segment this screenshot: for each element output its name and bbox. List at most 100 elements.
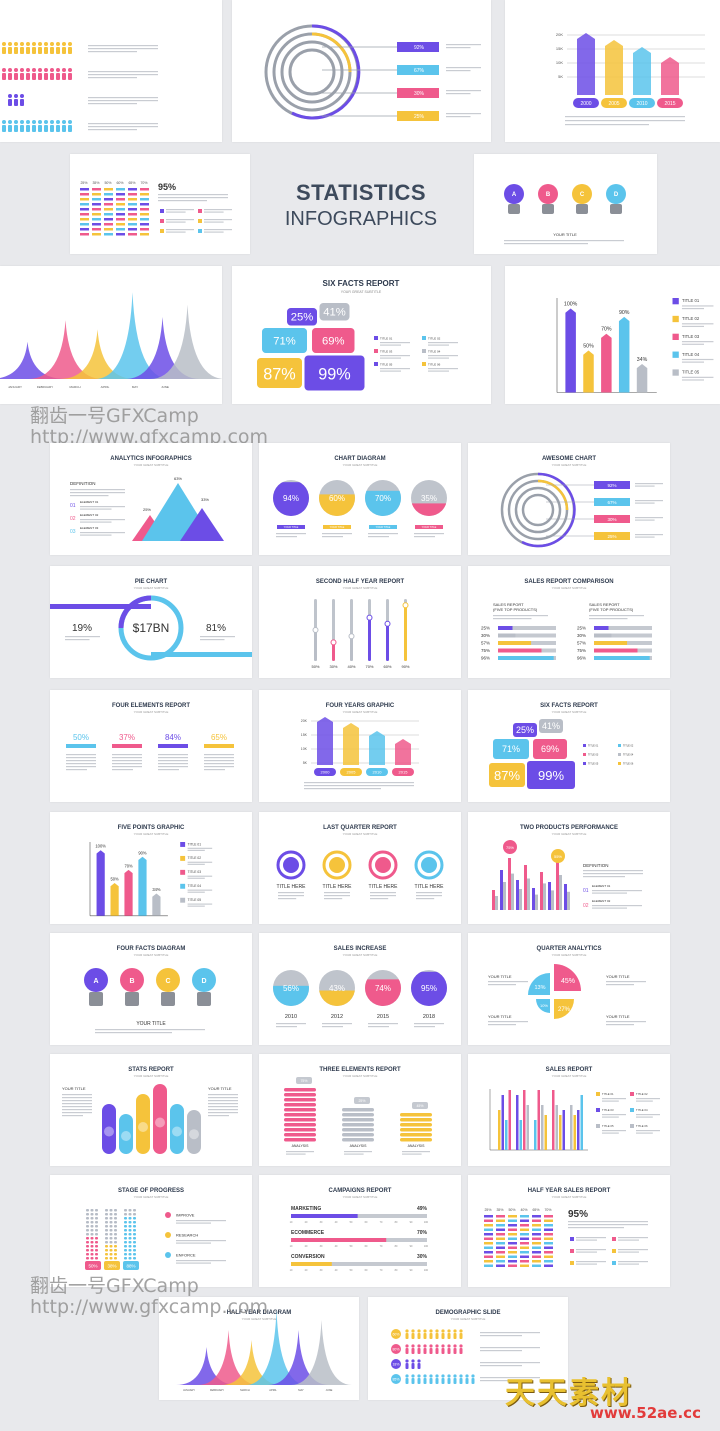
num: 02	[583, 903, 589, 909]
slide-awesome-chart[interactable]: AWESOME CHART YOUR GREAT SUBTITLE 92% 67% 30…	[468, 443, 670, 555]
slide-demographic-preview[interactable]	[0, 0, 222, 142]
year-pill	[392, 768, 414, 776]
sales-bar	[537, 1090, 540, 1150]
product-bar	[567, 891, 570, 910]
element-label: ELEMENT 01	[80, 500, 99, 504]
text-line	[592, 892, 627, 894]
person-icon	[453, 1378, 457, 1384]
text-line	[635, 534, 663, 536]
person-icon	[411, 1359, 415, 1363]
row-value: 96%	[577, 656, 586, 661]
person-icon	[423, 1348, 427, 1354]
table-cell	[140, 228, 149, 231]
person-icon	[2, 68, 6, 72]
text-line	[322, 1023, 352, 1025]
slide-five-points[interactable]: FIVE POINTS GRAPHIC YOUR GREAT SUBTITLE 10…	[50, 812, 252, 924]
product-bar	[535, 894, 538, 910]
slide-second-half[interactable]: SECOND HALF YEAR REPORT YOUR GREAT SUBTIT…	[259, 566, 461, 678]
legend-label: TITLE 02	[188, 856, 202, 860]
year-pill	[366, 768, 388, 776]
slide-sales-increase[interactable]: SALES INCREASE YOUR GREAT SUBTITLE 56% 2010…	[259, 933, 461, 1045]
text-line	[158, 200, 207, 202]
slide-four-facts-preview[interactable]: A B C D YOUR TITLE	[474, 154, 657, 254]
person-icon	[453, 1374, 457, 1378]
table-pct: 65%	[532, 1208, 539, 1212]
slide-stage-progress[interactable]: STAGE OF PROGRESS YOUR GREAT SUBTITLE 50% 3…	[50, 1175, 252, 1287]
slide-mountain-preview[interactable]: JANUARY FEBRUARY MARCH APRIL MAY JUNE	[0, 266, 222, 404]
text-line	[62, 1109, 92, 1111]
slide-pie-chart[interactable]: PIE CHART YOUR GREAT SUBTITLE 19% $17BN 81%	[50, 566, 252, 678]
slide-sales-comparison[interactable]: SALES REPORT COMPARISON YOUR GREAT SUBTIT…	[468, 566, 670, 678]
progress-dot	[133, 1225, 136, 1228]
month-label: MAY	[132, 385, 138, 389]
slide-chart-diagram[interactable]: CHART DIAGRAM YOUR GREAT SUBTITLE 94% YOUR …	[259, 443, 461, 555]
progress-dot	[124, 1245, 127, 1248]
slide-three-elements[interactable]: THREE ELEMENTS REPORT YOUR GREAT SUBTITLE…	[259, 1054, 461, 1166]
person-icon	[405, 1329, 409, 1333]
slide-four-years[interactable]: FOUR YEARS GRAPHIC YOUR GREAT SUBTITLE 20K…	[259, 690, 461, 802]
slide-campaigns[interactable]: CAMPAIGNS REPORT YOUR GREAT SUBTITLE MARKE…	[259, 1175, 461, 1287]
slide-two-products[interactable]: TWO PRODUCTS PERFORMANCE YOUR GREAT SUBTI…	[468, 812, 670, 924]
slide-quarter-analytics[interactable]: QUARTER ANALYTICS YOUR GREAT SUBTITLE 13% 4…	[468, 933, 670, 1045]
person-icon	[429, 1333, 433, 1339]
circle-fill	[411, 503, 447, 516]
slide-last-quarter[interactable]: LAST QUARTER REPORT YOUR GREAT SUBTITLE TI…	[259, 812, 461, 924]
progress-dot	[109, 1213, 113, 1216]
tick: 100	[424, 1221, 429, 1224]
person-icon	[20, 99, 24, 106]
person-icon	[8, 120, 12, 124]
row-value: 30%	[481, 633, 490, 638]
slide-ring-chart-preview[interactable]: 92% 67% 30% 25%	[232, 0, 491, 142]
point-bar	[583, 350, 594, 393]
slide-stats-report[interactable]: STATS REPORT YOUR GREAT SUBTITLE YOUR TITL…	[50, 1054, 252, 1166]
stack-bar	[342, 1128, 374, 1132]
row-track	[594, 626, 652, 630]
side-title: YOUR TITLE	[606, 1014, 630, 1019]
pin-label: 55%	[554, 854, 562, 859]
text-line	[480, 1332, 540, 1334]
progress-dot	[133, 1233, 136, 1236]
text-line	[606, 1024, 634, 1026]
slide-six-facts-preview[interactable]: SIX FACTS REPORT YOUR GREAT SUBTITLE 25% 41…	[232, 266, 491, 404]
person-icon	[32, 42, 36, 46]
slide-five-points-preview[interactable]: 100% 50% 70% 90% 34% TITLE 01 TITLE 02 TITLE 03…	[505, 266, 720, 404]
slide-table-preview[interactable]: 25% 35% 50% 60% 65% 70% 95%	[70, 154, 250, 254]
slide-subtitle: YOUR GREAT SUBTITLE	[343, 463, 378, 467]
legend-dot	[583, 753, 586, 756]
text-line	[592, 890, 642, 892]
progress-dot	[105, 1257, 108, 1260]
progress-dot	[114, 1229, 117, 1232]
legend-label: TITLE 04	[188, 884, 202, 888]
slide-half-year-diagram[interactable]: HALF YEAR DIAGRAM YOUR GREAT SUBTITLE JANU…	[159, 1297, 359, 1400]
stat-dot	[172, 1126, 182, 1137]
slide-six-facts[interactable]: SIX FACTS REPORT YOUR GREAT SUBTITLE 25% 41…	[468, 690, 670, 802]
text-line	[480, 1347, 540, 1349]
slide-sales-report[interactable]: SALES REPORT YOUR GREAT SUBTITLE TITLE 01 T…	[468, 1054, 670, 1166]
mountain-peak	[60, 329, 135, 379]
legend-dot	[618, 753, 621, 756]
person-icon	[2, 120, 6, 124]
slide-four-years-preview[interactable]: 20K 15K 10K 5K 2000 2005 2010 2015	[505, 0, 720, 142]
slide-demographic[interactable]: DEMOGRAPHIC SLIDE YOUR GREAT SUBTITLE 60% 8…	[368, 1297, 568, 1400]
slide-four-facts[interactable]: FOUR FACTS DIAGRAM YOUR GREAT SUBTITLE A B C…	[50, 933, 252, 1045]
quarter-slice	[536, 999, 550, 1013]
legend-label: TITLE 06	[636, 1124, 648, 1128]
year-bar	[577, 33, 595, 95]
stack-bar	[284, 1108, 316, 1112]
person-icon	[38, 120, 42, 124]
fact-bubble	[493, 739, 529, 759]
slide-four-elements[interactable]: FOUR ELEMENTS REPORT YOUR GREAT SUBTITLE 5…	[50, 690, 252, 802]
month-label: JANUARY	[183, 1388, 195, 1392]
point-bar	[124, 869, 133, 916]
table-cell	[544, 1246, 553, 1249]
table-cell	[544, 1228, 553, 1231]
person-icon	[435, 1378, 439, 1384]
year-label: 2005	[608, 101, 619, 107]
text-line	[187, 847, 213, 849]
person-icon	[435, 1333, 439, 1339]
person-icon	[32, 125, 36, 132]
slide-analytics[interactable]: ANALYTICS INFOGRAPHICS YOUR GREAT SUBTITL…	[50, 443, 252, 555]
slide-half-year-sales[interactable]: HALF YEAR SALES REPORT YOUR GREAT SUBTITL…	[468, 1175, 670, 1287]
table-cell	[140, 208, 149, 211]
